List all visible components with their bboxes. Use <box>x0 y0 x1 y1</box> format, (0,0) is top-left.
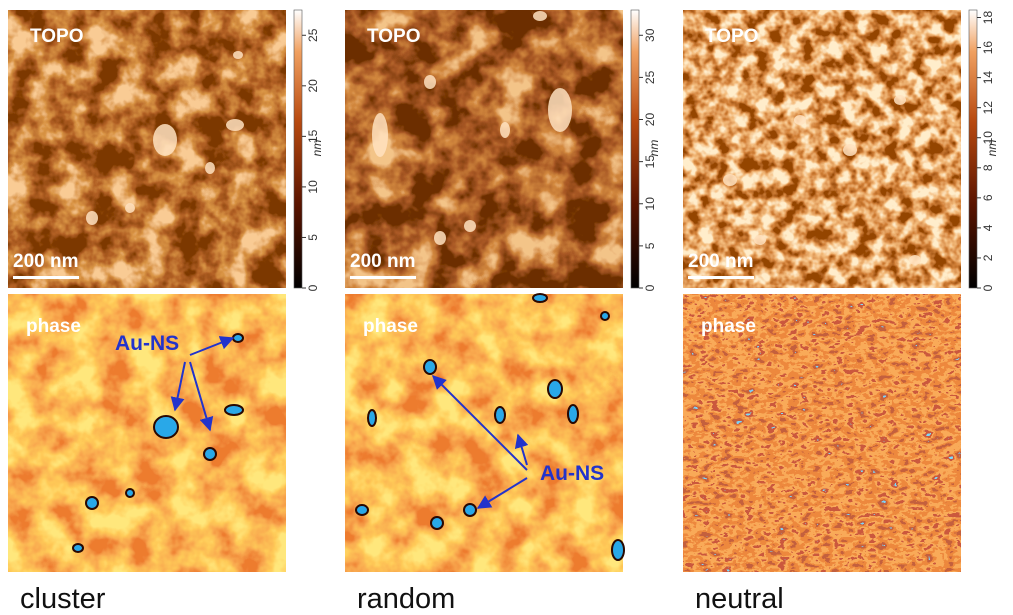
colorbar-tick-label: 12 <box>981 101 995 115</box>
topo-particle <box>533 11 547 21</box>
topo-particle <box>424 75 436 89</box>
au-ns-particle <box>612 540 624 560</box>
colorbar-tick-label: 25 <box>643 70 657 84</box>
au-ns-particle <box>154 416 178 438</box>
colorbar <box>969 10 977 288</box>
phase-label: phase <box>701 316 756 337</box>
topo-particle <box>205 162 215 174</box>
colorbar-tick-label: 14 <box>981 71 995 85</box>
topo-particle <box>125 203 135 213</box>
topo-particle <box>794 115 806 125</box>
topo-particle <box>153 124 177 156</box>
au-ns-particle <box>225 405 243 415</box>
colorbar-tick-label: 5 <box>643 242 657 249</box>
topo-particle <box>548 88 572 132</box>
colorbar-tick-label: 6 <box>981 194 995 201</box>
topo-particle <box>464 220 476 232</box>
au-ns-particle <box>601 312 609 320</box>
au-ns-particle <box>495 407 505 423</box>
au-ns-particle <box>431 517 443 529</box>
phase-label: phase <box>363 316 418 337</box>
colorbar-unit: nm <box>647 140 661 157</box>
scale-bar-label: 200 nm <box>688 251 753 272</box>
topo-particle <box>434 231 446 245</box>
au-ns-particle <box>233 334 243 342</box>
topo-particle <box>500 122 510 138</box>
scale-bar <box>688 276 754 279</box>
colorbar-tick-label: 0 <box>306 284 320 291</box>
topo-image <box>345 10 623 288</box>
topo-label: TOPO <box>705 26 759 47</box>
topo-particle <box>372 113 388 157</box>
topo-particle <box>843 144 857 156</box>
au-ns-particle <box>73 544 83 552</box>
topo-particle <box>754 235 766 245</box>
au-ns-particle <box>424 360 436 374</box>
au-ns-particle <box>533 294 547 302</box>
topo-particle <box>86 211 98 225</box>
colorbar-tick-label: 0 <box>643 284 657 291</box>
topo-image <box>683 10 961 288</box>
figure: TOPO200 nm0510152025nmphaseAu-NSclusterT… <box>0 0 1013 615</box>
topo-image <box>8 10 286 288</box>
scale-bar <box>13 276 79 279</box>
colorbar-tick-label: 10 <box>306 180 320 194</box>
colorbar <box>294 10 302 288</box>
caption: random <box>357 583 455 615</box>
annotation-label: Au-NS <box>540 462 604 485</box>
au-ns-particle <box>126 489 134 497</box>
colorbar-tick-label: 5 <box>306 234 320 241</box>
colorbar-unit: nm <box>310 140 324 157</box>
au-ns-particle <box>204 448 216 460</box>
au-ns-particle <box>548 380 562 398</box>
colorbar-tick-label: 20 <box>643 113 657 127</box>
caption: cluster <box>20 583 106 615</box>
colorbar-tick-label: 8 <box>981 164 995 171</box>
topo-particle <box>894 95 906 105</box>
colorbar-tick-label: 0 <box>981 284 995 291</box>
au-ns-particle <box>86 497 98 509</box>
colorbar-unit: nm <box>985 140 999 157</box>
topo-label: TOPO <box>367 26 421 47</box>
au-ns-particle <box>368 410 376 426</box>
colorbar-tick-label: 4 <box>981 224 995 231</box>
topo-particle <box>909 255 921 265</box>
scale-bar-label: 200 nm <box>350 251 415 272</box>
annotation-label: Au-NS <box>115 332 179 355</box>
phase-label: phase <box>26 316 81 337</box>
au-ns-particle <box>464 504 476 516</box>
colorbar-tick-label: 10 <box>643 197 657 211</box>
colorbar-tick-label: 16 <box>981 41 995 55</box>
topo-label: TOPO <box>30 26 84 47</box>
au-ns-particle <box>356 505 368 515</box>
colorbar-tick-label: 25 <box>306 28 320 42</box>
au-ns-particle <box>568 405 578 423</box>
scale-bar-label: 200 nm <box>13 251 78 272</box>
colorbar-tick-label: 18 <box>981 11 995 25</box>
topo-particle <box>233 51 243 59</box>
topo-particle <box>226 119 244 131</box>
colorbar-tick-label: 20 <box>306 79 320 93</box>
colorbar <box>631 10 639 288</box>
caption: neutral <box>695 583 784 615</box>
colorbar-tick-label: 30 <box>643 28 657 42</box>
colorbar-tick-label: 2 <box>981 254 995 261</box>
topo-particle <box>723 174 737 186</box>
scale-bar <box>350 276 416 279</box>
